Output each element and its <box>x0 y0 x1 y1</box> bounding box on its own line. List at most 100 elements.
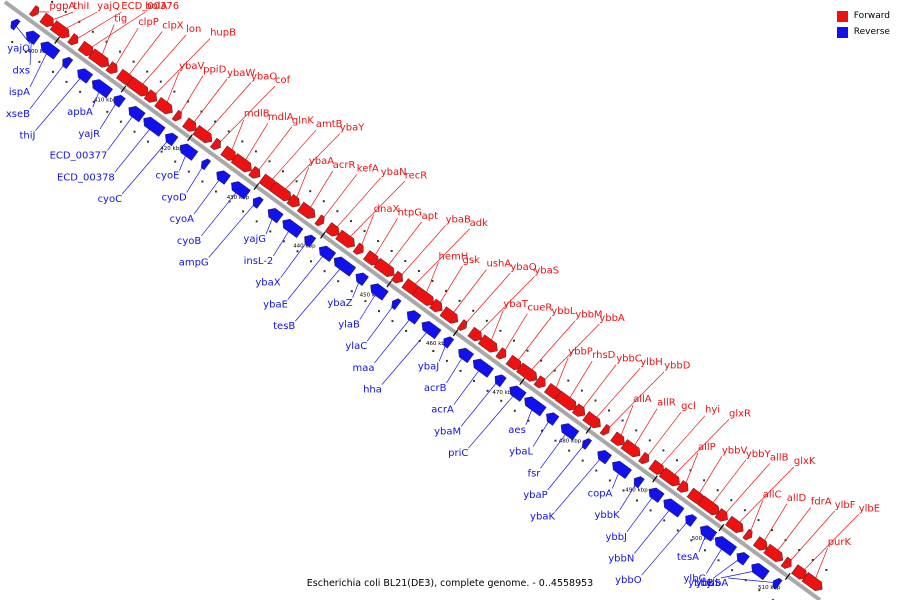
label-line <box>735 466 795 527</box>
reverse-gene-dxs <box>25 30 41 45</box>
gene-label: adk <box>470 218 488 229</box>
minor-tick <box>119 120 122 123</box>
label-line <box>631 408 658 450</box>
gene-label: ybaP <box>523 490 547 501</box>
tick-label: 440 kbp <box>293 244 316 250</box>
minor-tick <box>364 300 367 303</box>
gene-label: ylbF <box>835 500 856 511</box>
forward-gene-bolA <box>77 40 94 57</box>
minor-tick <box>568 449 571 452</box>
minor-tick <box>432 350 435 352</box>
minor-tick <box>11 41 14 43</box>
gene-label: ampG <box>179 258 209 269</box>
gene-label: tig <box>114 14 127 25</box>
label-line <box>29 48 50 88</box>
gene-label: dnaX <box>374 204 400 215</box>
gene-label: ylaB <box>338 320 360 331</box>
major-tick <box>452 329 459 337</box>
minor-tick <box>730 499 733 502</box>
forward-gene-ybaN <box>324 222 340 237</box>
minor-tick <box>310 260 312 263</box>
forward-gene-allR <box>620 439 641 458</box>
reverse-gene-cyoC <box>165 132 179 147</box>
minor-tick <box>269 230 272 233</box>
gene-label: ybbP <box>568 347 593 358</box>
gene-label: ybbY <box>746 449 772 460</box>
minor-tick <box>580 389 583 392</box>
gene-label: hha <box>363 385 382 396</box>
minor-tick <box>174 160 177 163</box>
reverse-gene-ybbB <box>736 552 750 566</box>
gene-label: hyi <box>705 405 720 416</box>
reverse-gene-priC <box>509 385 527 402</box>
reverse-gene-xseB <box>62 56 74 70</box>
minor-tick <box>119 50 121 53</box>
label-line <box>460 379 500 427</box>
forward-gene-htpG <box>363 250 379 266</box>
forward-gene-dnaX <box>352 242 364 255</box>
minor-tick <box>79 90 82 93</box>
minor-tick <box>527 419 530 422</box>
forward-gene-ppiD <box>171 109 182 122</box>
major-tick <box>120 85 127 93</box>
major-tick <box>519 377 525 386</box>
minor-tick <box>187 170 190 173</box>
reverse-gene-insL-2 <box>282 218 304 239</box>
minor-tick <box>621 419 624 422</box>
gene-label: thiI <box>73 1 89 12</box>
gene-label: bolA <box>145 1 167 12</box>
label-line <box>748 500 764 536</box>
minor-tick <box>608 409 610 412</box>
label-line <box>372 218 398 260</box>
label-line <box>114 125 154 173</box>
forward-gene-ylbF <box>780 556 792 569</box>
tick-label: 460 kbp <box>426 341 449 347</box>
gene-label: ispA <box>9 87 30 98</box>
gene-label: cyoA <box>170 214 195 225</box>
forward-gene-cof <box>209 137 221 151</box>
minor-tick <box>541 429 543 432</box>
minor-tick <box>91 30 94 33</box>
minor-tick <box>811 559 814 561</box>
forward-gene-ybbA <box>533 375 546 389</box>
minor-tick <box>106 110 109 113</box>
label-line <box>35 74 84 131</box>
label-line <box>61 11 98 32</box>
label-line <box>164 71 180 108</box>
reverse-gene-ybbS <box>751 563 770 581</box>
gene-label: recR <box>405 170 428 181</box>
minor-tick <box>663 519 666 522</box>
label-line <box>203 82 252 136</box>
gene-label: ybbD <box>664 361 691 372</box>
tick-label: 470 kbp <box>492 390 515 396</box>
minor-tick <box>132 60 135 63</box>
gene-label: ybbK <box>595 510 621 521</box>
minor-tick <box>499 329 502 332</box>
forward-gene-lon <box>126 76 149 97</box>
label-line <box>112 27 139 70</box>
tick-label: 430 kbp <box>227 195 250 201</box>
minor-tick <box>458 299 461 302</box>
legend-reverse: Reverse <box>836 24 890 40</box>
minor-tick <box>51 0 54 3</box>
gene-label: gcl <box>681 401 696 412</box>
label-line <box>634 506 673 554</box>
reverse-gene-ylaB <box>370 283 389 301</box>
reverse-gene-acrB <box>458 347 475 364</box>
label-line <box>468 391 517 449</box>
label-line <box>722 463 771 517</box>
label-line <box>515 316 552 365</box>
tick-label: 450 kbp <box>360 292 383 298</box>
major-tick <box>652 475 658 483</box>
forward-gene-allP <box>676 480 689 493</box>
gene-label: apbA <box>67 107 93 118</box>
reverse-gene-copA <box>612 460 632 479</box>
forward-gene-tig <box>88 48 110 68</box>
label-line <box>540 430 569 469</box>
minor-tick <box>649 509 652 512</box>
minor-tick <box>64 10 67 13</box>
reverse-gene-ybbO <box>685 514 698 527</box>
forward-gene-fdrA <box>763 543 783 562</box>
gene-label: ppiD <box>203 65 226 76</box>
reverse-gene-yajO <box>10 18 21 31</box>
